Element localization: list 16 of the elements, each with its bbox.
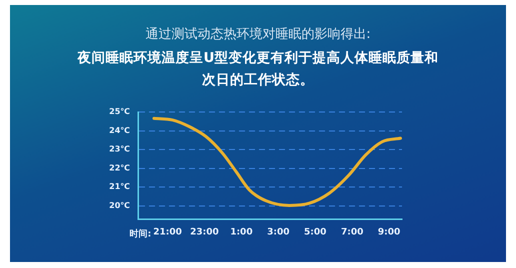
x-tick-label: 7:00: [340, 228, 364, 238]
y-tick-label: 25℃: [109, 107, 130, 116]
y-tick-label: 21℃: [109, 182, 130, 192]
x-tick-label: 3:00: [267, 228, 290, 238]
chart-subtitle: 通过测试动态热环境对睡眠的影响得出:: [144, 26, 372, 43]
x-axis-title: 时间:: [130, 228, 152, 240]
y-tick-label: 22℃: [109, 163, 130, 172]
x-tick-label: 21:00: [153, 228, 182, 238]
y-tick-label: 24℃: [109, 126, 130, 135]
x-tick-label: 23:00: [190, 228, 219, 238]
x-tick-label: 5:00: [304, 228, 326, 238]
x-tick-label: 9:00: [378, 228, 400, 238]
y-tick-label: 23℃: [109, 144, 130, 154]
y-tick-label: 20℃: [109, 200, 130, 210]
chart-title: 夜间睡眠环境温度呈U型变化更有利于提高人体睡眠质量和次日的工作状态。: [76, 49, 440, 90]
x-tick-label: 1:00: [230, 228, 253, 238]
